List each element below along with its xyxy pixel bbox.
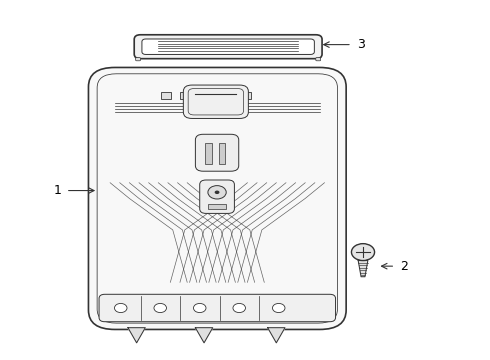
Bar xyxy=(205,143,212,164)
Polygon shape xyxy=(128,328,146,343)
Text: 1: 1 xyxy=(53,184,61,197)
FancyBboxPatch shape xyxy=(196,134,239,171)
Bar xyxy=(219,143,225,164)
Text: 3: 3 xyxy=(357,38,365,51)
Bar xyxy=(221,92,231,99)
Bar xyxy=(161,92,171,99)
Bar xyxy=(208,203,226,209)
Circle shape xyxy=(272,303,285,312)
Text: 2: 2 xyxy=(400,260,408,273)
Circle shape xyxy=(208,186,226,199)
FancyBboxPatch shape xyxy=(136,58,141,61)
Circle shape xyxy=(194,303,206,312)
Circle shape xyxy=(351,244,374,261)
Circle shape xyxy=(215,190,220,194)
FancyBboxPatch shape xyxy=(134,35,322,59)
Circle shape xyxy=(115,303,127,312)
FancyBboxPatch shape xyxy=(183,85,248,118)
Bar xyxy=(180,92,191,99)
Bar xyxy=(199,92,210,99)
FancyBboxPatch shape xyxy=(142,39,315,54)
FancyBboxPatch shape xyxy=(99,294,336,322)
FancyBboxPatch shape xyxy=(89,67,346,329)
Circle shape xyxy=(154,303,167,312)
FancyBboxPatch shape xyxy=(200,180,234,213)
Polygon shape xyxy=(268,328,285,343)
FancyBboxPatch shape xyxy=(316,58,320,61)
Bar xyxy=(240,92,251,99)
Polygon shape xyxy=(196,328,213,343)
Polygon shape xyxy=(358,261,368,277)
Circle shape xyxy=(233,303,245,312)
